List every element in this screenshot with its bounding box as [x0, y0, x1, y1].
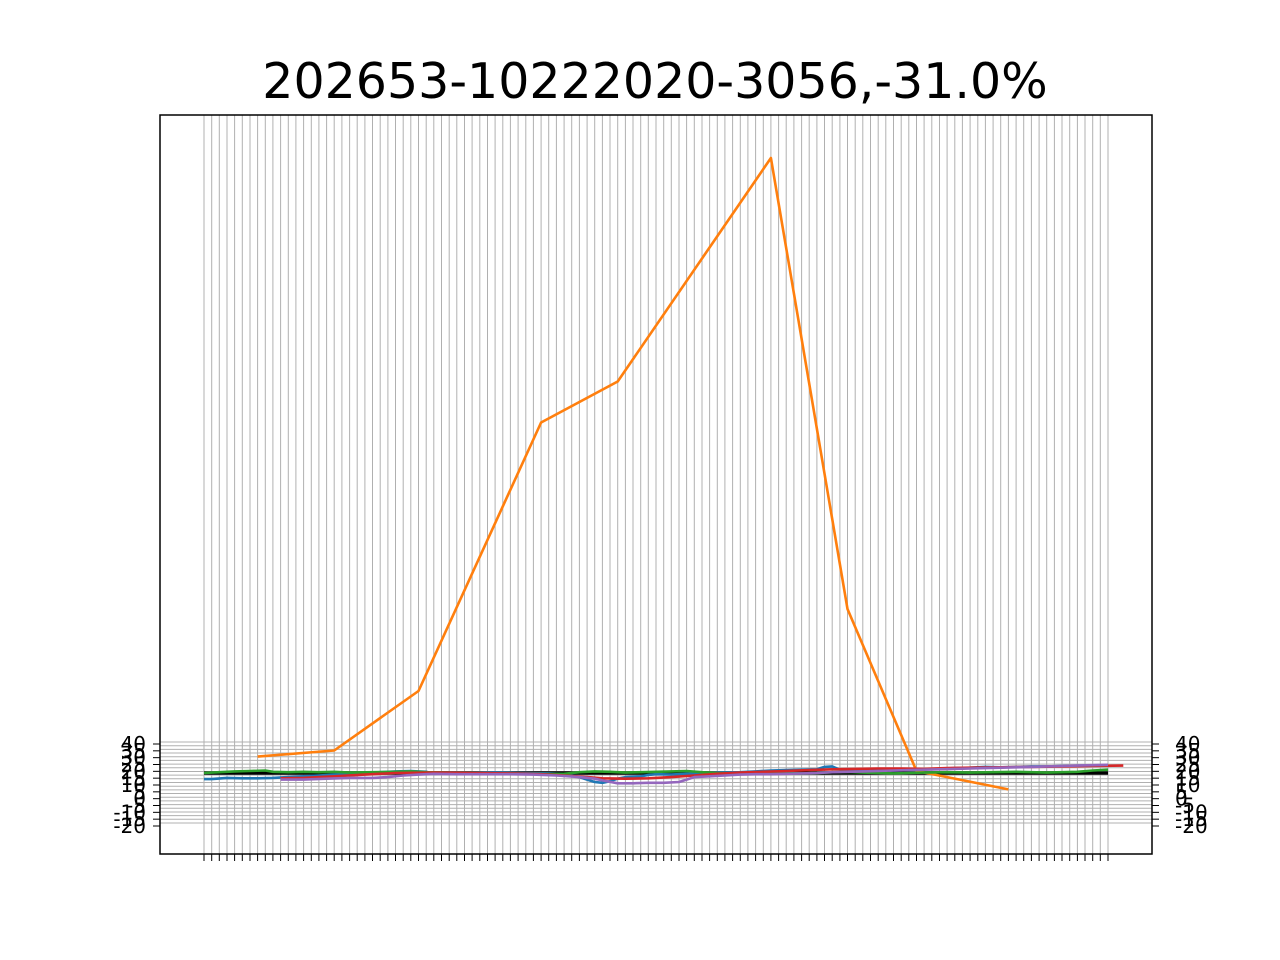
series-line-3	[203, 768, 1109, 776]
left-y-tick-label: -15	[113, 807, 146, 831]
left-y-tick-label: 35	[121, 739, 146, 763]
right-y-tick-label: -20	[1175, 814, 1208, 838]
plot-frame	[159, 114, 1153, 855]
left-y-tick-label: 10	[121, 773, 146, 797]
left-y-tick-label: 25	[121, 753, 146, 777]
right-y-tick-label: 20	[1175, 759, 1200, 783]
chart-title: 202653-10222020-3056,-31.0%	[262, 53, 1047, 110]
series-line-5	[280, 763, 1109, 785]
right-y-tick-label: -5	[1175, 794, 1195, 818]
right-y-tick-label: 0	[1175, 787, 1188, 811]
left-y-tick-label: 15	[121, 766, 146, 790]
right-y-tick-label: 30	[1175, 746, 1200, 770]
right-y-tick-label: 25	[1175, 753, 1200, 777]
right-y-tick-label: 10	[1175, 773, 1200, 797]
left-y-tick-label: 40	[121, 732, 146, 756]
left-y-tick-label: 0	[133, 787, 146, 811]
right-y-tick-label: 35	[1175, 739, 1200, 763]
x-tick-layer	[203, 854, 1109, 861]
series-layer	[203, 156, 1124, 791]
right-y-tick-label: -15	[1175, 807, 1208, 831]
y-tick-layer: 4035302520151050-5-10-15-204035302520151…	[113, 732, 1207, 838]
right-y-tick-label: 40	[1175, 732, 1200, 756]
left-y-tick-label: -10	[113, 800, 146, 824]
left-y-tick-label: -20	[113, 814, 146, 838]
left-y-tick-label: -5	[126, 794, 146, 818]
left-y-tick-label: 20	[121, 759, 146, 783]
right-y-tick-label: -10	[1175, 800, 1208, 824]
left-y-tick-label: 5	[133, 780, 146, 804]
right-y-tick-label: 5	[1175, 780, 1188, 804]
series-line-1	[257, 156, 1009, 791]
left-y-tick-label: 30	[121, 746, 146, 770]
right-y-tick-label: 15	[1175, 766, 1200, 790]
